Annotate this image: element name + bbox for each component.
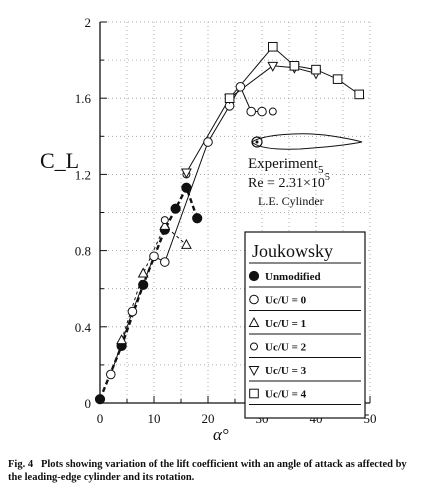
figure-caption: Fig. 4 Plots showing variation of the li… xyxy=(8,458,418,484)
legend-title: Joukowsky xyxy=(252,241,333,261)
trend-curve-unmodified xyxy=(98,184,199,400)
x-tick-label: 50 xyxy=(364,411,377,426)
data-point-series-2 xyxy=(180,238,192,249)
data-point-series-5 xyxy=(332,74,343,84)
y-tick-label: 2 xyxy=(85,15,92,30)
data-point-series-0 xyxy=(94,394,106,405)
data-point-series-2 xyxy=(159,219,171,230)
legend-marker-0 xyxy=(248,270,260,282)
legend-label-4: Uc/U = 3 xyxy=(265,365,307,377)
legend-label-5: Uc/U = 4 xyxy=(265,389,307,401)
legend: Joukowsky Unmodified Uc/U = 0 Uc/U = 1 Uc/U… xyxy=(244,231,366,419)
data-point-series-0 xyxy=(170,203,181,214)
y-tick-label: 0 xyxy=(85,396,92,411)
data-point-series-1 xyxy=(203,137,213,147)
data-point-series-1 xyxy=(106,369,116,380)
legend-marker-4 xyxy=(248,366,260,377)
data-point-series-5 xyxy=(289,61,300,71)
annotation-cylinder: L.E. Cylinder xyxy=(258,194,324,208)
data-point-series-5 xyxy=(224,93,235,104)
lift-coefficient-chart: 0102030405000.40.81.21.62 C_L α° Experim… xyxy=(40,15,377,444)
annotation-experiment-ref: 5 xyxy=(318,164,324,176)
data-point-series-3 xyxy=(160,216,169,225)
data-point-series-3 xyxy=(268,107,277,116)
x-tick-label: 0 xyxy=(97,411,104,426)
legend-marker-3 xyxy=(250,342,258,351)
data-point-series-1 xyxy=(160,257,170,267)
data-point-series-1 xyxy=(257,106,267,117)
data-point-series-1 xyxy=(149,251,159,262)
data-point-series-0 xyxy=(181,182,192,193)
data-point-series-5 xyxy=(354,89,364,100)
legend-label-1: Uc/U = 0 xyxy=(265,295,307,307)
x-tick-label: 10 xyxy=(148,411,161,426)
annotation-reynolds: Re = 2.31×10 xyxy=(248,176,325,191)
data-point-series-1 xyxy=(127,306,138,317)
x-axis-label: α° xyxy=(213,425,229,444)
legend-marker-2 xyxy=(248,316,260,327)
y-tick-label: 1.6 xyxy=(75,91,92,106)
annotation-experiment: Experiment xyxy=(248,156,319,172)
data-point-series-5 xyxy=(268,41,278,52)
legend-items: Unmodified Uc/U = 0 Uc/U = 1 Uc/U = 2 Uc/U =… xyxy=(248,270,361,405)
data-point-series-5 xyxy=(311,64,321,75)
data-point-series-2 xyxy=(137,267,149,278)
legend-marker-1 xyxy=(249,294,259,305)
experiment-annotation: Experiment5 Re = 2.31×105 L.E. Cylinder xyxy=(248,156,330,208)
y-tick-label: 0.4 xyxy=(75,320,92,335)
legend-label-0: Unmodified xyxy=(265,271,321,283)
legend-label-3: Uc/U = 2 xyxy=(265,342,307,354)
data-point-series-1 xyxy=(235,81,246,92)
trend-curve-uc0 xyxy=(110,85,262,375)
data-point-series-0 xyxy=(192,213,203,224)
trend-curve-uc1 xyxy=(121,224,187,341)
annotation-reynolds-exp: 5 xyxy=(325,172,330,183)
data-point-series-2 xyxy=(116,334,128,345)
caption-label: Fig. 4 xyxy=(8,459,34,470)
caption-text: Plots showing variation of the lift coef… xyxy=(8,459,407,483)
data-point-series-1 xyxy=(246,106,256,117)
x-tick-label: 20 xyxy=(202,411,215,426)
svg-text:Re = 2.31×105: Re = 2.31×105 xyxy=(248,172,330,191)
data-point-series-4 xyxy=(267,61,279,72)
data-point-series-0 xyxy=(138,279,149,290)
y-tick-label: 1.2 xyxy=(75,167,91,182)
airfoil-sketch xyxy=(251,133,363,150)
legend-label-2: Uc/U = 1 xyxy=(265,318,306,330)
legend-marker-5 xyxy=(249,388,259,399)
data-points xyxy=(94,41,364,405)
leading-edge-cylinder xyxy=(251,136,263,148)
y-tick-label: 0.8 xyxy=(75,244,91,259)
y-axis-label: C_L xyxy=(40,148,79,173)
data-point-series-4 xyxy=(180,168,192,179)
svg-text:Experiment5: Experiment5 xyxy=(248,156,324,176)
